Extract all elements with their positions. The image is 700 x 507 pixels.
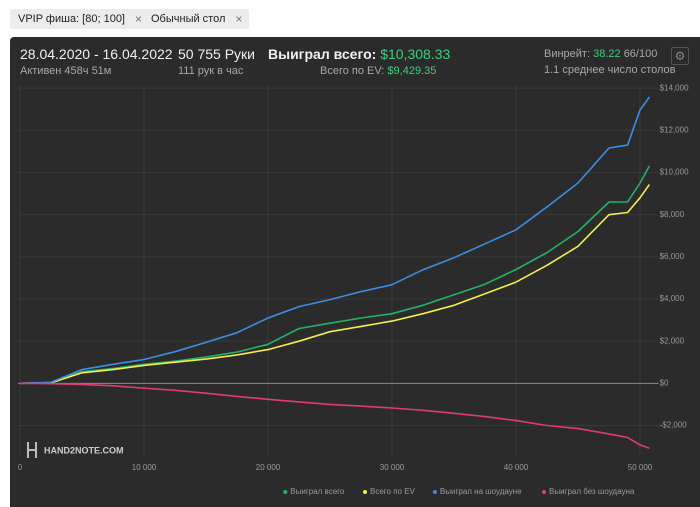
y-tick-label: $12,000 bbox=[660, 125, 689, 134]
y-tick-label: $14,000 bbox=[660, 83, 689, 92]
close-icon[interactable]: × bbox=[134, 12, 142, 26]
y-tick-label: $2,000 bbox=[660, 336, 685, 345]
legend-label: Выиграл всего bbox=[290, 487, 345, 496]
y-tick-label: $0 bbox=[660, 378, 669, 387]
legend: Выиграл всего Всего по EV Выиграл на шоуда… bbox=[283, 487, 635, 496]
y-tick-label: $4,000 bbox=[660, 294, 685, 303]
x-tick-label: 20 000 bbox=[256, 463, 281, 472]
close-icon[interactable]: × bbox=[235, 12, 243, 26]
graph-panel: 28.04.2020 - 16.04.2022 Активен 458ч 51м… bbox=[10, 37, 700, 507]
tables: 1.1 среднее число столов bbox=[544, 64, 676, 76]
series-line bbox=[19, 96, 651, 385]
winrate-value: 38.22 bbox=[593, 48, 621, 60]
y-tick-label: $10,000 bbox=[660, 168, 689, 177]
active-time: Активен 458ч 51м bbox=[20, 65, 112, 77]
ev-total: Всего по EV: $9,429.35 bbox=[320, 65, 436, 77]
won-value: $10,308.33 bbox=[380, 46, 451, 62]
plot: -$2,000 $0 $2,000 $4,000 $6,000 $8,000 $10,000… bbox=[18, 83, 689, 496]
series-line bbox=[19, 165, 651, 385]
filter-label: VPIP фиша: [80; 100] bbox=[18, 13, 125, 25]
ev-value: $9,429.35 bbox=[387, 65, 437, 77]
x-tick-label: 30 000 bbox=[380, 463, 405, 472]
filter-chip[interactable]: Обычный стол × bbox=[143, 9, 250, 29]
hands-per-hour: 111 рук в час bbox=[178, 65, 244, 77]
x-tick-label: 40 000 bbox=[504, 463, 529, 472]
y-tick-label: $8,000 bbox=[660, 210, 685, 219]
legend-dot bbox=[432, 490, 437, 494]
legend-label: Всего по EV bbox=[370, 487, 416, 496]
won-label: Выиграл всего: bbox=[268, 46, 377, 62]
logo bbox=[27, 442, 37, 458]
watermark-text: HAND2NOTE.COM bbox=[44, 445, 124, 455]
filter-chip[interactable]: VPIP фиша: [80; 100] × bbox=[10, 9, 149, 29]
winrate-label: Винрейт: bbox=[544, 48, 591, 60]
x-tick-label: 50 000 bbox=[628, 463, 653, 472]
series-line bbox=[19, 184, 651, 385]
winrate: Винрейт: 38.22 66/100 bbox=[544, 48, 657, 60]
won-total: Выиграл всего: $10,308.33 bbox=[268, 46, 450, 62]
legend-label: Выиграл без шоудауна bbox=[549, 487, 635, 496]
watermark: HAND2NOTE.COM bbox=[27, 442, 124, 458]
x-tick-label: 0 bbox=[18, 463, 23, 472]
settings-button[interactable]: ⚙ bbox=[671, 47, 689, 65]
ev-label: Всего по EV: bbox=[320, 65, 385, 77]
legend-dot bbox=[283, 490, 288, 494]
y-tick-label: -$2,000 bbox=[660, 421, 688, 430]
legend-dot bbox=[363, 490, 367, 494]
legend-label: Выиграл на шоудауне bbox=[440, 487, 522, 496]
x-tick-label: 10 000 bbox=[132, 463, 157, 472]
winrate-extra: 66/100 bbox=[623, 48, 658, 60]
legend-dot bbox=[542, 490, 546, 494]
hands: 50 755 Руки bbox=[178, 46, 255, 62]
y-tick-label: $6,000 bbox=[660, 252, 685, 261]
series-line bbox=[19, 382, 650, 450]
filter-label: Обычный стол bbox=[151, 13, 226, 25]
date-range: 28.04.2020 - 16.04.2022 bbox=[20, 46, 173, 62]
